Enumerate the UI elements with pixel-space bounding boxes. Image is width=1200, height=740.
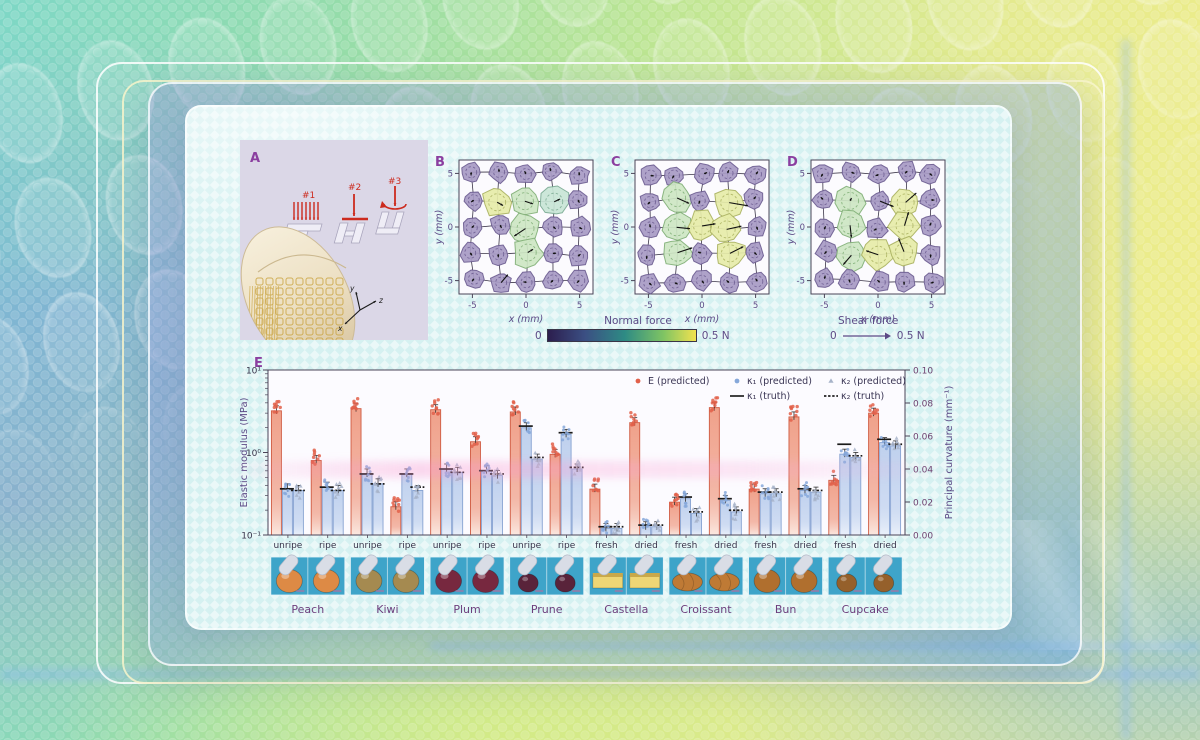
svg-text:κ₁ (truth): κ₁ (truth) <box>747 391 790 402</box>
light-streak <box>0 670 1200 679</box>
svg-text:dried: dried <box>794 541 817 551</box>
svg-text:Prune: Prune <box>531 603 563 616</box>
svg-text:unripe: unripe <box>512 541 541 551</box>
svg-text:κ₂ (predicted): κ₂ (predicted) <box>841 376 906 387</box>
svg-text:0: 0 <box>875 301 880 311</box>
shear-label: Shear force <box>838 315 899 327</box>
svg-text:y (mm): y (mm) <box>786 210 797 246</box>
svg-text:0.04: 0.04 <box>913 466 933 476</box>
svg-text:fresh: fresh <box>595 541 618 551</box>
svg-text:fresh: fresh <box>834 541 857 551</box>
svg-text:0.06: 0.06 <box>913 433 933 443</box>
svg-text:A: A <box>250 151 260 166</box>
svg-text:10⁰: 10⁰ <box>246 449 261 459</box>
svg-text:x (mm): x (mm) <box>508 314 544 325</box>
svg-text:0.02: 0.02 <box>913 499 933 509</box>
svg-text:κ₂ (truth): κ₂ (truth) <box>841 391 884 402</box>
light-streak <box>430 643 1200 650</box>
colorbar-label: Normal force <box>604 315 672 327</box>
svg-text:dried: dried <box>635 541 658 551</box>
figure-panel: A #1 #2 #3 y z x B 5 0 -5 -5 0 5 x (mm) y (mm) C 5 0 -5 -5… <box>185 105 1012 630</box>
svg-text:fresh: fresh <box>675 541 698 551</box>
svg-text:ripe: ripe <box>399 541 417 551</box>
svg-text:ripe: ripe <box>558 541 576 551</box>
svg-text:Bun: Bun <box>775 603 797 616</box>
svg-text:5: 5 <box>448 169 453 179</box>
shear-arrow-icon <box>842 332 891 340</box>
svg-text:ripe: ripe <box>478 541 496 551</box>
svg-text:κ₁ (predicted): κ₁ (predicted) <box>747 376 812 387</box>
svg-text:z: z <box>378 296 384 305</box>
svg-text:Cupcake: Cupcake <box>842 603 889 616</box>
svg-text:#1: #1 <box>302 191 315 201</box>
svg-text:5: 5 <box>929 301 934 311</box>
panel-a-fingertip-illustration: A #1 #2 #3 y z x <box>240 140 428 340</box>
svg-text:0.10: 0.10 <box>913 367 933 377</box>
svg-text:-5: -5 <box>468 301 476 311</box>
svg-text:x (mm): x (mm) <box>860 314 896 325</box>
svg-text:5: 5 <box>753 301 758 311</box>
svg-text:unripe: unripe <box>433 541 462 551</box>
normal-force-colorbar: Normal force 0 0.5 N <box>535 315 750 342</box>
svg-text:Principal curvature (mm⁻¹): Principal curvature (mm⁻¹) <box>944 385 955 519</box>
panel-b-force-map: B50-5-5 0 5x (mm)y (mm) <box>434 155 594 325</box>
svg-text:x (mm): x (mm) <box>684 314 720 325</box>
shear-force-legend: Shear force 0 0.5 N <box>830 315 970 342</box>
svg-text:0: 0 <box>800 223 805 233</box>
svg-text:dried: dried <box>714 541 737 551</box>
svg-text:E: E <box>254 356 263 371</box>
svg-text:unripe: unripe <box>353 541 382 551</box>
svg-text:D: D <box>787 155 798 170</box>
svg-text:Peach: Peach <box>291 603 324 616</box>
svg-text:0.00: 0.00 <box>913 532 933 542</box>
svg-text:ripe: ripe <box>319 541 337 551</box>
svg-text:0: 0 <box>523 301 528 311</box>
svg-text:5: 5 <box>577 301 582 311</box>
svg-text:x: x <box>337 324 343 333</box>
svg-text:#3: #3 <box>388 177 401 187</box>
svg-text:B: B <box>435 155 445 170</box>
light-streak <box>1122 40 1130 740</box>
panel-c-force-map: C50-5-5 0 5x (mm)y (mm) <box>610 155 770 325</box>
svg-text:10¹: 10¹ <box>246 367 261 377</box>
svg-text:Plum: Plum <box>453 603 480 616</box>
colorbar-max: 0.5 N <box>701 329 730 342</box>
svg-text:Kiwi: Kiwi <box>376 603 398 616</box>
svg-text:-5: -5 <box>797 277 805 287</box>
svg-text:E (predicted): E (predicted) <box>648 376 710 387</box>
shear-max: 0.5 N <box>896 330 925 342</box>
svg-text:y (mm): y (mm) <box>434 210 445 246</box>
svg-text:y (mm): y (mm) <box>610 210 621 246</box>
svg-text:y: y <box>349 284 355 293</box>
svg-text:Croissant: Croissant <box>680 603 732 616</box>
shear-min: 0 <box>830 330 837 342</box>
svg-text:fresh: fresh <box>754 541 777 551</box>
svg-text:Elastic modulus (MPa): Elastic modulus (MPa) <box>240 397 250 507</box>
svg-text:unripe: unripe <box>273 541 302 551</box>
svg-text:Castella: Castella <box>604 603 648 616</box>
svg-text:-5: -5 <box>644 301 652 311</box>
svg-text:5: 5 <box>624 169 629 179</box>
svg-text:-5: -5 <box>445 277 453 287</box>
panel-d-force-map: D50-5-5 0 5x (mm)y (mm) <box>786 155 946 325</box>
decorative-frame-inner <box>122 80 1104 684</box>
svg-text:C: C <box>611 155 621 170</box>
viridis-gradient-bar <box>546 329 697 342</box>
svg-text:0.08: 0.08 <box>913 400 933 410</box>
colorbar-min: 0 <box>535 329 542 342</box>
svg-text:#2: #2 <box>348 183 361 193</box>
svg-text:dried: dried <box>874 541 897 551</box>
svg-text:-5: -5 <box>820 301 828 311</box>
svg-text:-5: -5 <box>621 277 629 287</box>
svg-text:10⁻¹: 10⁻¹ <box>241 532 261 542</box>
svg-text:5: 5 <box>800 169 805 179</box>
svg-text:0: 0 <box>624 223 629 233</box>
svg-text:0: 0 <box>448 223 453 233</box>
svg-text:0: 0 <box>699 301 704 311</box>
